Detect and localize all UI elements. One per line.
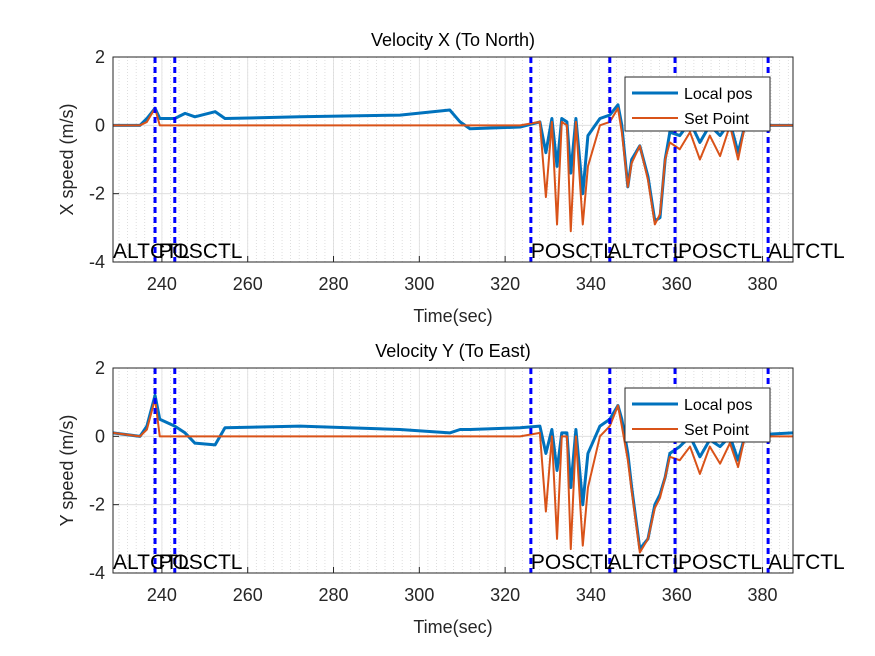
y-tick-label: 0 [95,426,105,446]
data-line [112,397,793,554]
legend-label: Set Point [684,422,749,439]
x-tick-label: 340 [576,585,606,605]
mode-label: POSCTL [678,551,762,574]
mode-label: ALTCTL [608,551,685,574]
y-tick-label: 2 [95,358,105,378]
mode-label: POSCTL [531,551,615,574]
x-tick-label: 320 [490,585,520,605]
axes-box [112,367,794,574]
x-tick-label: 380 [748,274,778,294]
legend-label: Local pos [684,86,753,103]
x-tick-label: 260 [233,585,263,605]
mode-label: POSCTL [678,240,762,263]
legend: Local pos Set Point [624,387,771,443]
mode-label: POSCTL [158,240,242,263]
x-tick-label: 360 [662,274,692,294]
mode-label: ALTCTL [768,551,845,574]
y-tick-label: -2 [89,184,105,204]
axes-box [112,56,794,263]
y-tick-label: -4 [89,252,105,272]
x-tick-label: 240 [147,585,177,605]
x-tick-label: 240 [147,274,177,294]
legend-label: Set Point [684,111,749,128]
mode-label: POSCTL [158,551,242,574]
x-axis-label: Time(sec) [413,306,492,326]
legend-box [624,387,771,443]
mode-label: ALTCTL [113,551,190,574]
legend: Local pos Set Point [624,76,771,132]
x-axis-label: Time(sec) [413,617,492,637]
y-tick-label: 0 [95,115,105,135]
y-tick-label: -4 [89,563,105,583]
legend-label: Local pos [684,397,753,414]
mode-label: ALTCTL [768,240,845,263]
x-tick-label: 280 [318,274,348,294]
y-tick-label: -2 [89,495,105,515]
x-tick-label: 320 [490,274,520,294]
data-line [113,107,793,233]
legend-box [624,76,771,132]
mode-label: ALTCTL [113,240,190,263]
x-tick-label: 300 [404,274,434,294]
chart-title: Velocity X (To North) [371,30,535,50]
y-axis-label: Y speed (m/s) [57,415,77,527]
x-tick-label: 360 [662,585,692,605]
x-tick-label: 380 [748,585,778,605]
x-tick-label: 280 [318,585,348,605]
mode-label: POSCTL [531,240,615,263]
y-axis-label: X speed (m/s) [57,103,77,215]
x-tick-label: 340 [576,274,606,294]
chart-title: Velocity Y (To East) [375,341,530,361]
x-tick-label: 300 [404,585,434,605]
mode-label: ALTCTL [608,240,685,263]
subplot: 240 260 280 300 320 340 360 380-4-202ALTCTLPOSC… [57,341,845,637]
x-tick-label: 260 [233,274,263,294]
y-tick-label: 2 [95,47,105,67]
subplot: 240 260 280 300 320 340 360 380-4-202ALTCTLPOSC… [57,30,845,326]
